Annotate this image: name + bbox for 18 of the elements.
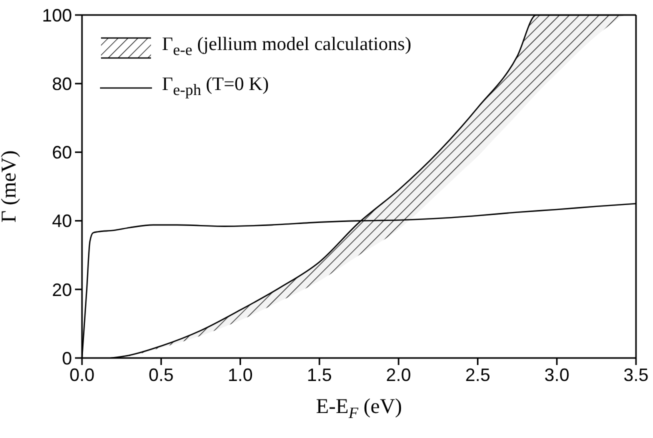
y-tick-label: 20 — [52, 280, 72, 300]
x-tick-label: 1.0 — [228, 364, 253, 385]
x-tick-label: 3.0 — [544, 364, 570, 385]
x-tick-label: 3.5 — [623, 364, 649, 385]
x-tick-label: 2.0 — [386, 364, 412, 385]
y-tick-label: 60 — [52, 142, 72, 163]
legend-label: Γ$_{e-ph}$ (T=0 K) — [162, 72, 269, 101]
y-tick-label: 0 — [62, 348, 72, 368]
x-tick-label: 1.5 — [306, 364, 332, 385]
x-axis-title: E-E$_{F}$ (eV) — [316, 394, 402, 422]
x-tick-label: 2.5 — [465, 364, 490, 385]
x-tick-label: 0.0 — [69, 364, 95, 385]
y-tick-label: 40 — [52, 211, 72, 232]
legend-label: Γ$_{e-e}$ (jellium model calculations) — [162, 33, 412, 61]
y-tick-label: 100 — [42, 5, 72, 26]
y-tick-label: 80 — [52, 74, 72, 94]
y-axis-title: Γ (meV) — [0, 150, 20, 223]
x-tick-label: 0.5 — [148, 364, 174, 385]
